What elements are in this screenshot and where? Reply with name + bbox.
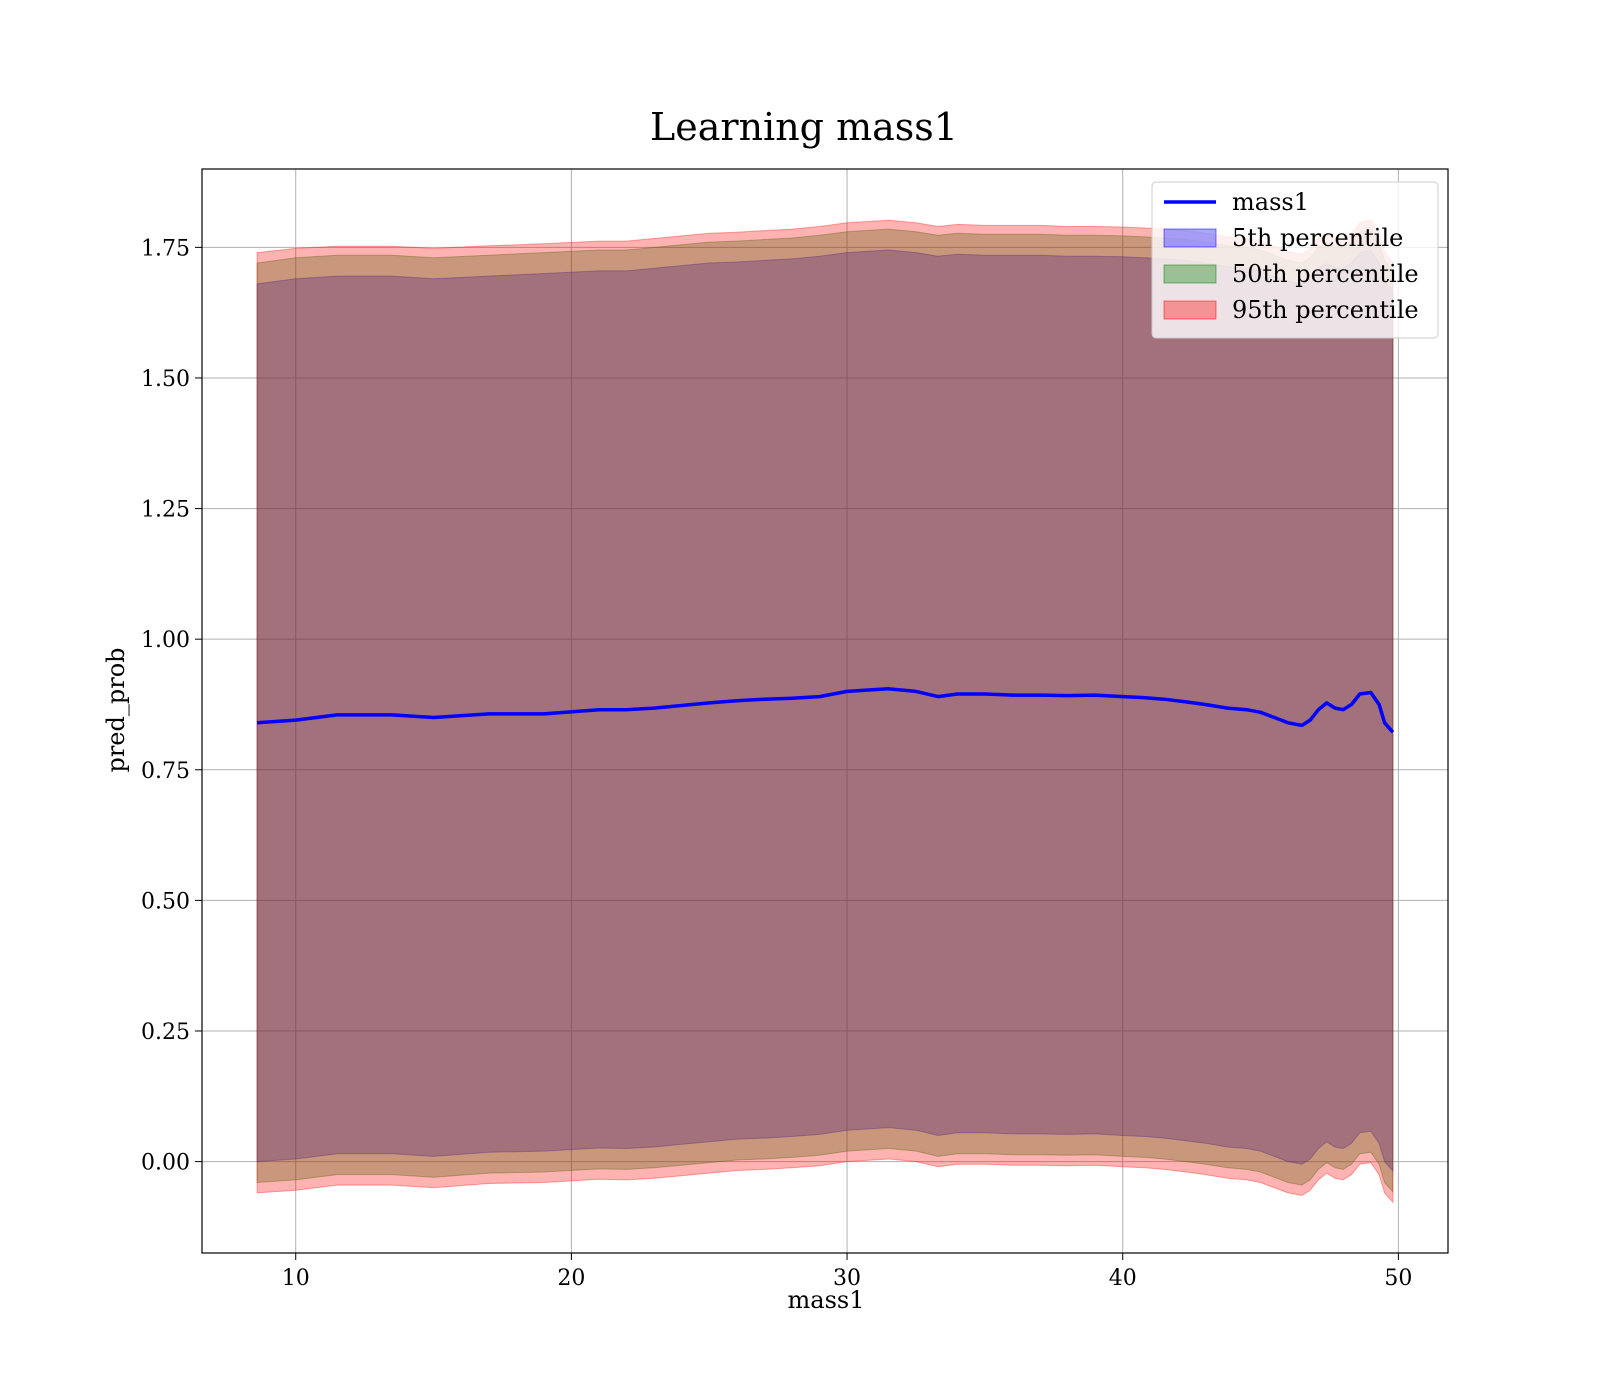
y-tick-label: 0.50	[141, 889, 190, 914]
band-5th-percentile	[256, 249, 1394, 1173]
x-axis-label: mass1	[788, 1286, 865, 1314]
legend-entry: 95th percentile	[1163, 296, 1419, 324]
legend-entry: 5th percentile	[1163, 224, 1403, 252]
legend-entry: 50th percentile	[1163, 260, 1419, 288]
x-tick-label: 30	[833, 1266, 861, 1291]
x-axis-ticks: 10 20 30 40 50	[282, 1253, 1412, 1291]
y-axis-ticks: 0.00 0.25 0.50 0.75 1.00 1.25 1.50 1.75	[141, 236, 202, 1176]
x-tick-label: 40	[1109, 1266, 1137, 1291]
legend-label: 50th percentile	[1232, 260, 1419, 288]
plot-frame	[201, 168, 1449, 1254]
series-lines	[256, 687, 1395, 734]
band-50th-percentile	[256, 228, 1394, 1194]
legend-label: 95th percentile	[1232, 296, 1419, 324]
y-tick-label: 0.25	[141, 1020, 190, 1045]
legend: mass1 5th percentile 50th percentile 95th p…	[1151, 181, 1439, 339]
y-axis-label: pred_prob	[102, 647, 130, 772]
band-95th-percentile	[256, 219, 1394, 1204]
legend-swatch	[1163, 264, 1217, 284]
x-tick-label: 20	[557, 1266, 585, 1291]
y-tick-label: 1.50	[141, 367, 190, 392]
legend-entry: mass1	[1164, 188, 1309, 216]
y-tick-label: 0.00	[141, 1151, 190, 1176]
x-tick-label: 50	[1384, 1266, 1412, 1291]
percentile-bands	[256, 219, 1394, 1204]
y-tick-label: 1.00	[141, 628, 190, 653]
y-tick-label: 0.75	[141, 759, 190, 784]
legend-label: 5th percentile	[1232, 224, 1403, 252]
x-tick-label: 10	[282, 1266, 310, 1291]
legend-swatch	[1163, 300, 1217, 320]
series-line-mass1	[256, 687, 1395, 734]
legend-box	[1151, 181, 1439, 339]
chart-title: Learning mass1	[650, 105, 958, 149]
y-tick-label: 1.75	[141, 236, 190, 261]
y-tick-label: 1.25	[141, 498, 190, 523]
legend-swatch	[1163, 228, 1217, 248]
plot-area	[201, 168, 1449, 1254]
legend-label: mass1	[1232, 188, 1309, 216]
